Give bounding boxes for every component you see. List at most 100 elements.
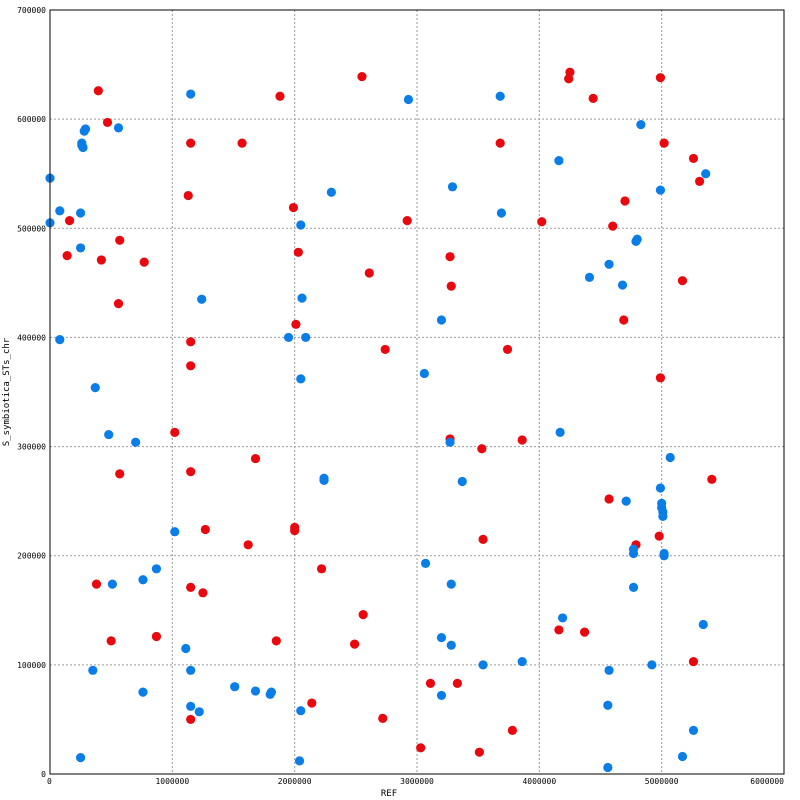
data-point (243, 540, 253, 550)
y-tick-label: 0 (41, 770, 46, 779)
y-axis-ticks: 0 100000 200000 300000 400000 500000 600000 700… (17, 6, 46, 779)
data-point (358, 610, 368, 620)
y-tick-label: 500000 (17, 224, 46, 233)
plot-frame (49, 9, 785, 775)
data-point (181, 643, 191, 654)
data-point (698, 619, 708, 630)
data-point (604, 665, 614, 675)
data-point (183, 190, 193, 201)
data-point (350, 639, 360, 649)
data-point (564, 74, 574, 84)
data-point (425, 678, 436, 689)
data-point (131, 437, 141, 447)
data-point (647, 660, 657, 670)
data-point (457, 476, 467, 487)
data-point (655, 185, 666, 195)
data-points (45, 67, 717, 773)
x-tick-label: 5000000 (645, 777, 679, 786)
data-point (113, 123, 124, 133)
data-point (290, 526, 300, 536)
data-point (655, 373, 666, 383)
data-point (96, 255, 106, 265)
data-point (603, 762, 613, 773)
data-point (115, 235, 125, 245)
data-point (446, 640, 456, 650)
data-point (628, 548, 639, 559)
data-point (198, 588, 208, 598)
data-point (628, 582, 639, 592)
data-point (250, 453, 261, 464)
data-point (271, 636, 281, 646)
x-tick-label: 1000000 (155, 777, 189, 786)
data-point (517, 435, 527, 445)
data-point (659, 551, 669, 561)
data-point (104, 429, 114, 440)
y-tick-label: 300000 (17, 443, 46, 452)
data-point (677, 276, 688, 286)
data-point (88, 665, 98, 675)
data-point (694, 176, 705, 186)
data-point (478, 660, 488, 670)
data-point (380, 344, 390, 355)
x-axis-ticks: 0 1000000 2000000 3000000 4000000 5000000 6000… (47, 777, 784, 786)
data-point (297, 293, 307, 303)
data-point (636, 120, 646, 130)
data-point (620, 196, 630, 206)
data-point (688, 656, 699, 667)
data-point (554, 156, 564, 166)
y-tick-label: 200000 (17, 552, 46, 561)
data-point (357, 71, 367, 82)
data-point (554, 625, 564, 635)
data-point (64, 216, 75, 226)
data-point (230, 682, 240, 692)
data-point (301, 332, 311, 343)
x-tick-label: 3000000 (400, 777, 434, 786)
data-point (446, 281, 456, 291)
data-point (655, 483, 666, 493)
data-point (604, 259, 614, 269)
data-point (307, 698, 317, 708)
data-point (495, 91, 505, 101)
data-point (102, 117, 113, 128)
data-point (291, 319, 301, 329)
data-point (186, 138, 196, 148)
data-point (55, 206, 65, 216)
data-point (91, 579, 102, 589)
x-tick-label: 2000000 (278, 777, 312, 786)
data-point (170, 427, 180, 437)
data-point (603, 700, 613, 710)
data-point (617, 280, 628, 290)
data-point (90, 383, 100, 393)
data-point (151, 631, 162, 642)
data-point (631, 236, 641, 246)
data-point (200, 524, 210, 535)
data-point (416, 743, 426, 753)
data-point (151, 564, 162, 574)
data-point (502, 344, 513, 355)
data-point (294, 756, 305, 766)
data-point (326, 187, 336, 197)
data-point (588, 93, 598, 104)
data-point (186, 714, 196, 725)
data-point (507, 725, 518, 735)
data-point (194, 707, 204, 717)
data-point (477, 444, 487, 454)
data-point (139, 257, 149, 267)
data-point (186, 582, 196, 592)
data-point (288, 202, 299, 213)
data-point (55, 335, 65, 345)
data-point (402, 216, 412, 226)
data-point (707, 474, 717, 484)
data-point (170, 527, 180, 537)
data-point (186, 89, 196, 99)
data-point (584, 272, 595, 282)
data-point (113, 298, 124, 309)
data-point (478, 534, 488, 544)
data-point (419, 368, 429, 379)
data-point (78, 142, 88, 153)
data-point (186, 701, 196, 711)
data-point (447, 182, 458, 192)
data-point (420, 558, 431, 568)
data-point (496, 208, 507, 218)
data-point (474, 747, 484, 757)
